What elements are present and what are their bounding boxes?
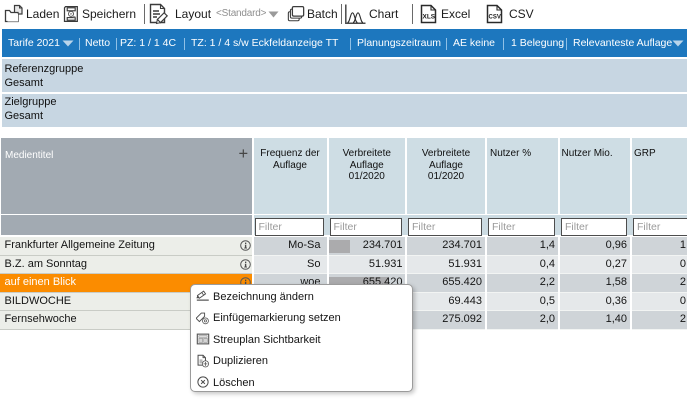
- svg-text:XLS: XLS: [423, 14, 436, 21]
- svg-text:CSV: CSV: [489, 15, 501, 21]
